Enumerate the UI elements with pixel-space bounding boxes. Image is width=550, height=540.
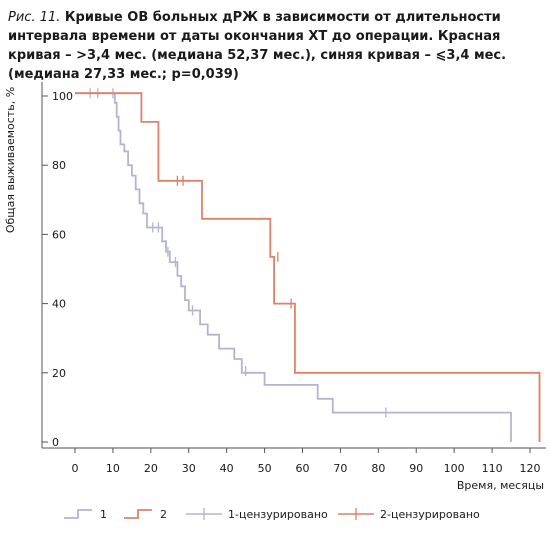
y-tick-label: 80 — [52, 159, 66, 172]
x-tick-label: 20 — [144, 462, 158, 475]
series-2-line — [75, 92, 541, 442]
y-tick-label: 0 — [52, 436, 59, 449]
x-axis-title: Время, месяцы — [457, 479, 544, 492]
series-layer — [75, 88, 541, 442]
y-axis-title-group: Общая выживаемость, % — [4, 87, 17, 233]
series-1-line — [75, 92, 512, 442]
legend-swatch-2 — [124, 509, 152, 519]
x-tick-label: 30 — [182, 462, 196, 475]
x-tick-label: 70 — [333, 462, 347, 475]
series-2 — [75, 92, 541, 442]
legend-label-2: 2 — [160, 508, 167, 521]
x-tick-label: 50 — [258, 462, 272, 475]
legend: 1 2 1-цензурировано 2-цензурировано — [64, 508, 480, 521]
legend-label-2-censored: 2-цензурировано — [380, 508, 480, 521]
figure-caption-lead: Рис. 11. — [8, 10, 61, 25]
figure-caption: Рис. 11. Кривые ОВ больных дРЖ в зависим… — [8, 8, 544, 84]
legend-label-1-censored: 1-цензурировано — [228, 508, 328, 521]
y-tick-label: 100 — [52, 90, 73, 103]
axes: 0 20 40 60 80 100 0 10 20 30 40 50 60 70 80 90 100 110 120 — [41, 82, 546, 475]
series-1 — [75, 88, 512, 442]
y-axis-title: Общая выживаемость, % — [4, 87, 17, 233]
figure-caption-text: Кривые ОВ больных дРЖ в зависимости от д… — [8, 10, 507, 82]
y-tick-label: 20 — [52, 367, 66, 380]
x-tick-label: 80 — [371, 462, 385, 475]
y-tick-label: 60 — [52, 228, 66, 241]
x-tick-label: 60 — [296, 462, 310, 475]
x-tick-label: 110 — [482, 462, 503, 475]
legend-swatch-1 — [64, 509, 92, 519]
y-tick-label: 40 — [52, 298, 66, 311]
x-tick-label: 40 — [220, 462, 234, 475]
legend-label-1: 1 — [100, 508, 107, 521]
x-tick-label: 120 — [520, 462, 541, 475]
x-tick-label: 10 — [106, 462, 120, 475]
x-tick-label: 0 — [72, 462, 79, 475]
x-tick-label: 90 — [409, 462, 423, 475]
x-tick-label: 100 — [444, 462, 465, 475]
